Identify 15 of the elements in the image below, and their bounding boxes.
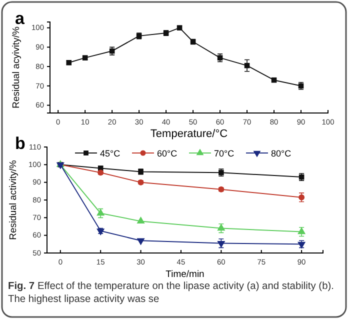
chart-title: a — [15, 9, 25, 28]
y-axis-title: Residual activity/% — [8, 160, 19, 240]
point — [136, 238, 145, 246]
point — [136, 216, 145, 224]
legend-label: 70°C — [214, 148, 235, 158]
chart-title: b — [15, 134, 26, 153]
legend-label: 45°C — [100, 148, 121, 158]
caption: Fig. 7 Effect of the temperature on the lipase activity (a) and stability (b). The highest lipase activity was se — [8, 281, 334, 305]
x-axis-title: Time/min — [166, 269, 204, 280]
point — [217, 240, 226, 248]
legend-label: 60°C — [157, 148, 178, 158]
x-axis-title: Temperature/°C — [150, 128, 228, 140]
y-axis-title: Residual acyivity/% — [11, 26, 22, 108]
legend-label: 80°C — [271, 148, 292, 158]
point — [96, 208, 105, 216]
